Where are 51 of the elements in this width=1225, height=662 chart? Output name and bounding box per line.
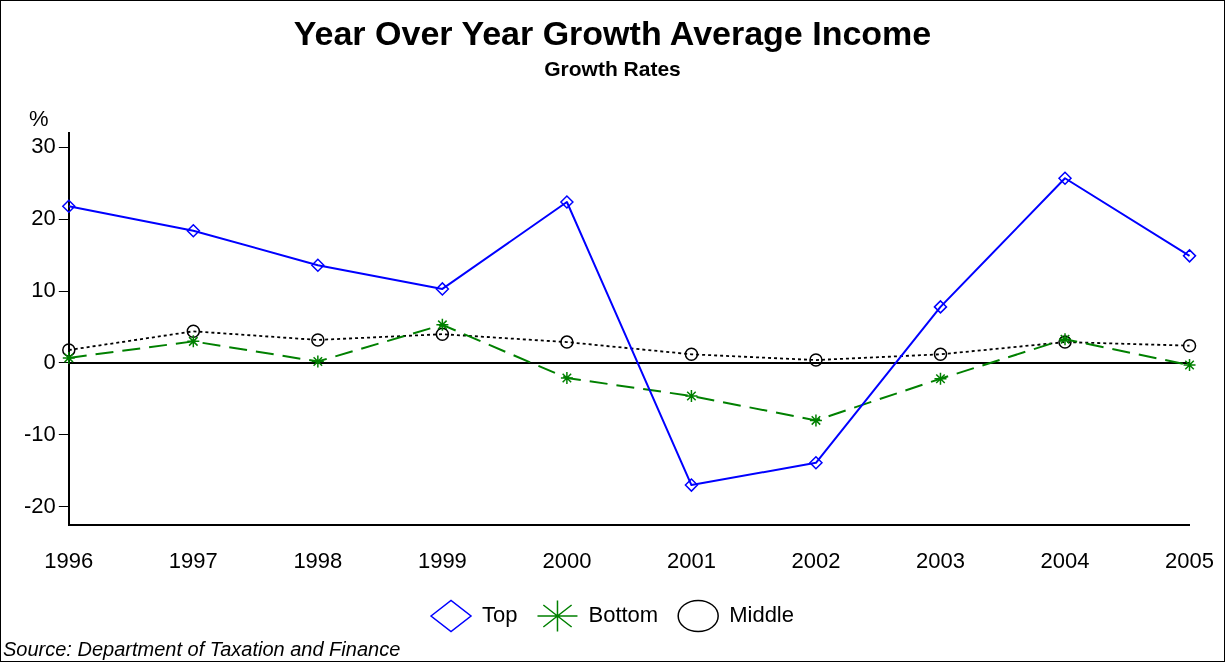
x-tick-label: 1997 xyxy=(168,547,218,573)
y-axis-title: % xyxy=(29,106,49,132)
point xyxy=(809,456,823,470)
x-tick-label: 1998 xyxy=(293,547,343,573)
y-tick-label: 0 xyxy=(43,348,56,374)
point xyxy=(684,389,699,403)
point xyxy=(560,371,574,385)
x-tick-label: 1996 xyxy=(44,547,94,573)
point xyxy=(62,343,76,357)
point xyxy=(311,258,325,272)
point xyxy=(933,371,948,386)
x-tick-label: 1999 xyxy=(417,547,467,573)
point xyxy=(435,327,450,341)
y-tick-label: -10 xyxy=(24,420,56,446)
point xyxy=(809,413,823,428)
point xyxy=(809,353,823,367)
point xyxy=(1182,358,1197,372)
x-tick-label: 2005 xyxy=(1165,547,1215,573)
chart-title: Year Over Year Growth Average Income xyxy=(293,13,932,52)
source-note: Source: Department of Taxation and Finance xyxy=(3,638,401,661)
point xyxy=(684,478,699,492)
x-tick-label: 2002 xyxy=(791,547,841,573)
point xyxy=(62,351,76,365)
point xyxy=(311,333,325,347)
point xyxy=(435,318,450,332)
point xyxy=(186,324,201,339)
point xyxy=(186,223,201,238)
point xyxy=(933,300,948,314)
point xyxy=(311,354,325,369)
legend-label: Bottom xyxy=(588,602,659,628)
point xyxy=(1182,249,1197,263)
legend-label: Top xyxy=(482,602,518,628)
point xyxy=(62,199,76,214)
legend-label: Middle xyxy=(729,602,794,628)
x-tick-label: 2000 xyxy=(542,547,592,573)
point xyxy=(560,195,574,209)
x-tick-label: 2004 xyxy=(1040,547,1090,573)
point xyxy=(1182,338,1197,353)
y-tick-label: 10 xyxy=(31,277,56,303)
point xyxy=(684,347,699,362)
y-tick-label: 20 xyxy=(31,205,56,231)
point xyxy=(186,334,201,349)
point xyxy=(1058,171,1072,186)
point xyxy=(560,335,574,349)
y-tick-label: -20 xyxy=(24,492,56,518)
x-tick-label: 2001 xyxy=(666,547,716,573)
point xyxy=(933,347,948,362)
point xyxy=(435,282,450,296)
chart-subtitle: Growth Rates xyxy=(544,57,681,81)
y-tick-label: 30 xyxy=(31,133,56,159)
x-tick-label: 2003 xyxy=(916,547,965,573)
